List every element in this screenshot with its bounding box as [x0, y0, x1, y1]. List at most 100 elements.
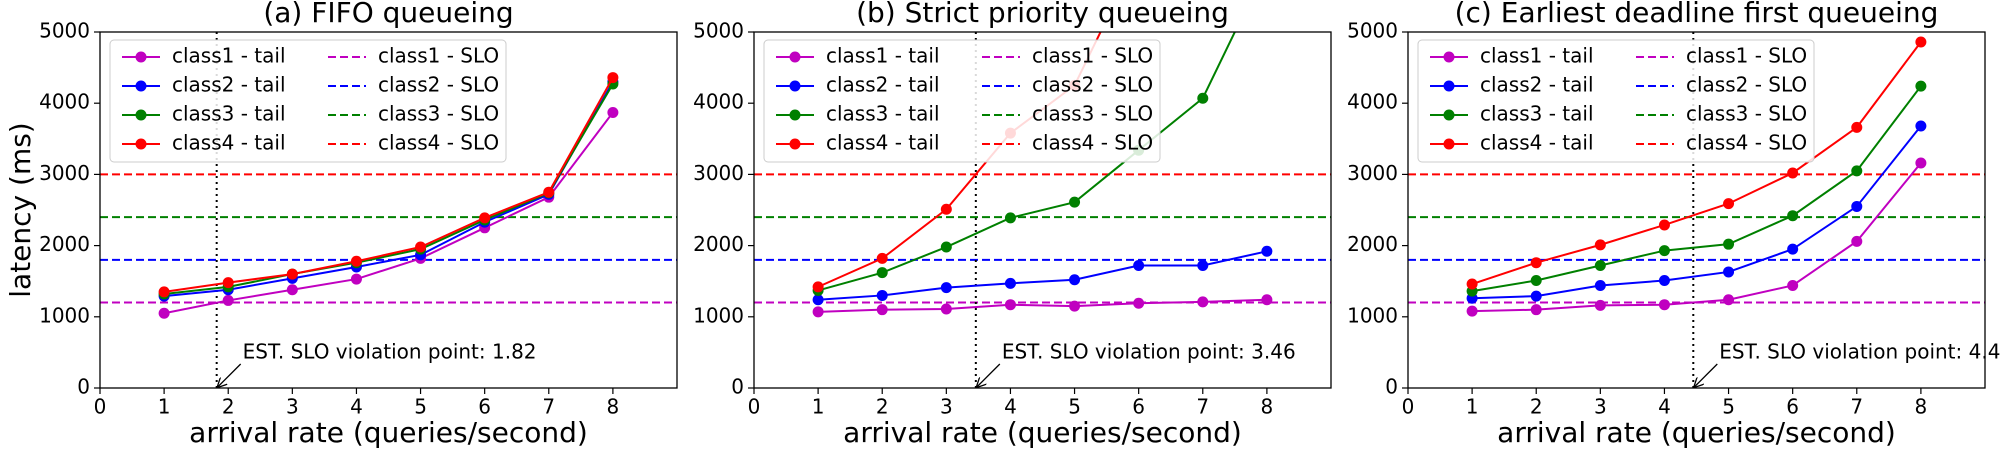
data-point — [940, 203, 952, 215]
data-point — [222, 277, 234, 289]
x-tick-label: 4 — [1004, 395, 1017, 419]
subplot: (b) Strict priority queueing arrival rate… — [693, 0, 1332, 449]
data-point — [1004, 277, 1016, 289]
plot-frame — [753, 31, 1332, 389]
data-point — [1915, 157, 1927, 169]
tail-line — [1471, 41, 1922, 285]
data-point — [1723, 198, 1735, 210]
x-tick-label: 1 — [158, 395, 171, 419]
data-point — [286, 284, 298, 296]
legend-label: class4 - SLO — [1032, 131, 1153, 155]
legend-marker — [789, 109, 801, 121]
x-tick-label: 7 — [1850, 395, 1863, 419]
y-tick-label: 0 — [1385, 375, 1398, 399]
arrow — [977, 363, 1001, 387]
data-point — [1261, 245, 1273, 257]
data-point — [1658, 219, 1670, 231]
data-point — [1197, 296, 1209, 308]
legend-marker — [135, 51, 147, 63]
data-point — [1915, 36, 1927, 48]
data-point — [1197, 260, 1209, 272]
data-point — [1004, 212, 1016, 224]
legend-label: class3 - tail — [172, 102, 286, 126]
data-point — [1851, 235, 1863, 247]
legend-label: class1 - SLO — [378, 44, 499, 68]
annotation: EST. SLO violation point: 1.82 — [243, 340, 537, 364]
legend-label: class1 - tail — [172, 44, 286, 68]
data-point — [1197, 92, 1209, 104]
data-point — [1004, 299, 1016, 311]
x-tick-label: 5 — [1722, 395, 1735, 419]
data-point — [1658, 299, 1670, 311]
legend-label: class1 - SLO — [1686, 44, 1807, 68]
legend-marker — [1443, 51, 1455, 63]
data-point — [350, 273, 362, 285]
data-point — [876, 252, 888, 264]
x-tick-label: 4 — [1658, 395, 1671, 419]
data-point — [1530, 257, 1542, 269]
data-point — [1851, 200, 1863, 212]
x-tick-label: 3 — [286, 395, 299, 419]
data-point — [543, 186, 555, 198]
data-point — [1658, 245, 1670, 257]
tail-line — [164, 81, 614, 298]
arrow — [218, 363, 242, 387]
y-tick-label: 2000 — [39, 232, 90, 256]
y-tick-label: 4000 — [693, 90, 744, 114]
data-point — [1594, 239, 1606, 251]
x-tick-label: 5 — [1068, 395, 1081, 419]
x-tick-label: 6 — [1132, 395, 1145, 419]
x-tick-label: 0 — [1402, 395, 1415, 419]
data-point — [1069, 300, 1081, 312]
legend-label: class2 - SLO — [1032, 73, 1153, 97]
data-point — [812, 281, 824, 293]
data-point — [350, 255, 362, 267]
data-point — [876, 267, 888, 279]
data-point — [1787, 279, 1799, 291]
x-tick-label: 8 — [1915, 395, 1928, 419]
tail-line — [1472, 162, 1922, 313]
data-point — [1133, 297, 1145, 309]
legend-marker — [1443, 80, 1455, 92]
legend-box — [763, 39, 1161, 163]
legend-label: class3 - SLO — [1032, 102, 1153, 126]
tail-line — [1471, 85, 1922, 293]
data-point — [1261, 294, 1273, 306]
x-axis-label: arrival rate (queries/second) — [1497, 416, 1896, 449]
data-point — [158, 286, 170, 298]
subplot-title: (a) FIFO queueing — [263, 0, 513, 29]
x-axis-label: arrival rate (queries/second) — [189, 416, 588, 449]
data-point — [812, 294, 824, 306]
data-point — [1594, 260, 1606, 272]
x-tick-label: 1 — [1466, 395, 1479, 419]
data-point — [1069, 274, 1081, 286]
data-point — [1069, 196, 1081, 208]
data-point — [876, 304, 888, 316]
data-point — [940, 282, 952, 294]
data-point — [286, 268, 298, 280]
legend-label: class4 - tail — [1480, 131, 1594, 155]
data-point — [607, 72, 619, 84]
tail-line — [1472, 125, 1922, 300]
x-tick-label: 2 — [876, 395, 889, 419]
y-tick-label: 3000 — [693, 161, 744, 185]
subplot: (c) Earliest deadline first queueing arri… — [1347, 0, 2000, 449]
x-tick-label: 0 — [94, 395, 107, 419]
y-tick-label: 2000 — [693, 232, 744, 256]
data-point — [479, 212, 491, 224]
y-tick-label: 3000 — [39, 161, 90, 185]
x-tick-label: 6 — [1786, 395, 1799, 419]
plot-area — [100, 32, 677, 388]
plot-frame — [99, 31, 678, 389]
y-tick-label: 1000 — [39, 303, 90, 327]
data-point — [876, 289, 888, 301]
arrow — [1694, 363, 1718, 387]
data-point — [158, 307, 170, 319]
data-point — [1530, 274, 1542, 286]
legend-marker — [135, 138, 147, 150]
legend-marker — [789, 138, 801, 150]
data-point — [1530, 304, 1542, 316]
data-point — [1787, 243, 1799, 255]
y-tick-label: 5000 — [693, 19, 744, 43]
